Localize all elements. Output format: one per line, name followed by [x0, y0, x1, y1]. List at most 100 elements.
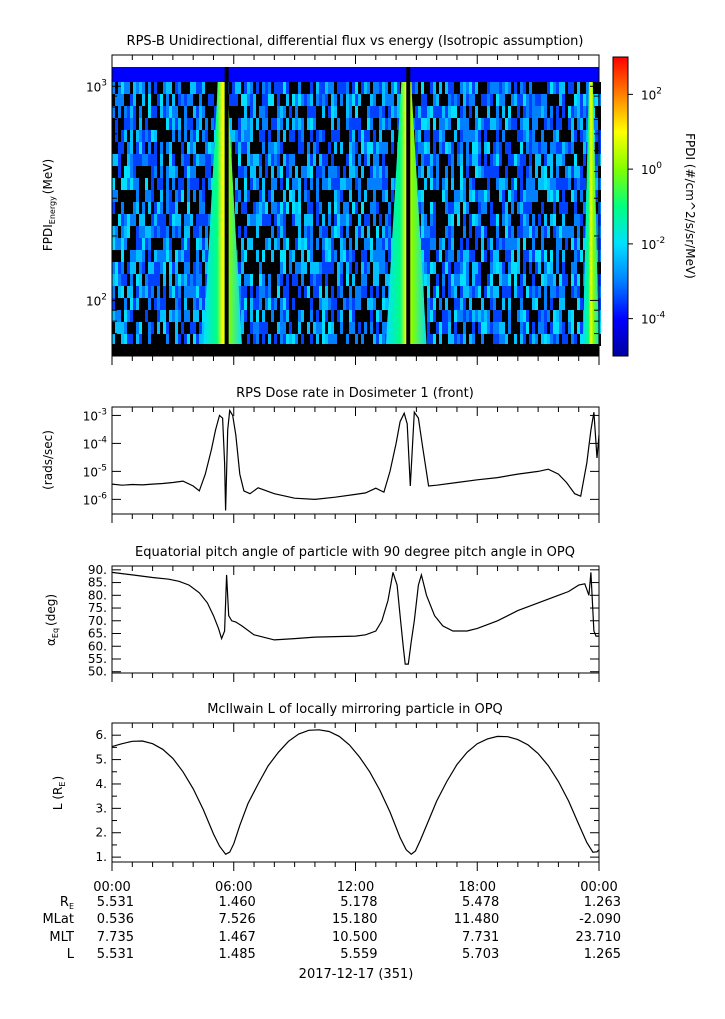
- spectrogram-cell: [274, 286, 277, 298]
- spectrogram-cell: [376, 214, 379, 226]
- spectrogram-cell: [115, 142, 118, 154]
- spectrogram-cell: [310, 286, 313, 298]
- spectrogram-cell: [301, 82, 304, 94]
- spectrogram-cell: [487, 142, 490, 154]
- spectrogram-cell: [526, 142, 529, 154]
- spectrogram-cell: [382, 190, 385, 202]
- spectrogram-cell: [118, 214, 121, 226]
- spectrogram-cell: [565, 286, 568, 298]
- spectrogram-cell: [439, 142, 442, 154]
- spectrogram-cell: [139, 106, 142, 118]
- spectrogram-cell: [361, 82, 364, 94]
- spectrogram-cell: [493, 154, 496, 166]
- spectrogram-cell: [568, 334, 571, 346]
- spectrogram-cell: [541, 142, 544, 154]
- spectrogram-cell: [520, 154, 523, 166]
- spectrogram-cell: [571, 262, 574, 274]
- spectrogram-cell: [505, 322, 508, 334]
- spectrogram-cell: [292, 214, 295, 226]
- spectrogram-cell: [286, 82, 289, 94]
- spectrogram-cell: [481, 310, 484, 322]
- spectrogram-cell: [505, 250, 508, 262]
- spectrogram-cell: [571, 286, 574, 298]
- spectrogram-cell: [538, 178, 541, 190]
- spectrogram-cell: [151, 286, 154, 298]
- spectrogram-cell: [562, 94, 565, 106]
- spectrogram-cell: [160, 214, 163, 226]
- spectrogram-cell: [433, 310, 436, 322]
- spectrogram-cell: [175, 82, 178, 94]
- spectrogram-cell: [463, 334, 466, 346]
- spectrogram-cell: [496, 202, 499, 214]
- spectrogram-cell: [154, 178, 157, 190]
- spectrogram-cell: [235, 106, 238, 118]
- spectrogram-cell: [277, 94, 280, 106]
- spectrogram-cell: [334, 106, 337, 118]
- spectrogram-cell: [472, 238, 475, 250]
- spectrogram-cell: [289, 94, 292, 106]
- spectrogram-cell: [130, 178, 133, 190]
- spectrogram-cell: [172, 142, 175, 154]
- spectrogram-cell: [166, 82, 169, 94]
- spectrogram-cell: [157, 322, 160, 334]
- spectrogram-cell: [334, 334, 337, 346]
- spectrogram-cell: [190, 238, 193, 250]
- spectrogram-cell: [424, 82, 427, 94]
- spectrogram-cell: [394, 106, 397, 118]
- spectrogram-cell: [535, 298, 538, 310]
- spectrogram-cell: [337, 166, 340, 178]
- spectrogram-cell: [373, 202, 376, 214]
- spectrogram-cell: [436, 238, 439, 250]
- spectrogram-cell: [442, 82, 445, 94]
- spectrogram-cell: [427, 154, 430, 166]
- spectrogram-cell: [490, 322, 493, 334]
- spectrogram-cell: [241, 106, 244, 118]
- spectrogram-cell: [340, 322, 343, 334]
- spectrogram-cell: [358, 262, 361, 274]
- spectrogram-cell: [478, 178, 481, 190]
- spectrogram-cell: [244, 250, 247, 262]
- spectrogram-cell: [487, 202, 490, 214]
- spectrogram-cell: [361, 226, 364, 238]
- spectrogram-cell: [457, 130, 460, 142]
- spectrogram-cell: [154, 106, 157, 118]
- spectrogram-cell: [142, 250, 145, 262]
- spectrogram-cell: [271, 298, 274, 310]
- spectrogram-cell: [133, 118, 136, 130]
- spectrogram-cell: [205, 94, 208, 106]
- spectrogram-cell: [253, 310, 256, 322]
- spectrogram-cell: [271, 238, 274, 250]
- spectrogram-cell: [298, 322, 301, 334]
- spectrogram-cell: [190, 298, 193, 310]
- spectrogram-cell: [277, 274, 280, 286]
- spectrogram-cell: [535, 118, 538, 130]
- spectrogram-cell: [202, 298, 205, 310]
- spectrogram-cell: [310, 334, 313, 346]
- spectrogram-cell: [247, 166, 250, 178]
- spectrogram-cell: [553, 334, 556, 346]
- spectrogram-cell: [490, 298, 493, 310]
- ephemeris-row-label: L: [67, 947, 75, 962]
- spectrogram-cell: [448, 94, 451, 106]
- spectrogram-cell: [124, 334, 127, 346]
- spectrogram-cell: [580, 322, 583, 334]
- spectrogram-cell: [286, 298, 289, 310]
- spectrogram-cell: [151, 322, 154, 334]
- spectrogram-cell: [493, 274, 496, 286]
- spectrogram-cell: [145, 190, 148, 202]
- spectrogram-cell: [553, 130, 556, 142]
- spectrogram-cell: [148, 118, 151, 130]
- spectrogram-cell: [244, 178, 247, 190]
- spectrogram-cell: [499, 142, 502, 154]
- spectrogram-cell: [208, 202, 211, 214]
- spectrogram-cell: [193, 106, 196, 118]
- spectrogram-cell: [202, 250, 205, 262]
- spectrogram-cell: [517, 202, 520, 214]
- spectrogram-cell: [259, 298, 262, 310]
- spectrogram-cell: [325, 334, 328, 346]
- ephemeris-row-label: MLT: [49, 930, 74, 945]
- spectrogram-cell: [175, 286, 178, 298]
- spectrogram-cell: [364, 238, 367, 250]
- spectrogram-cell: [511, 190, 514, 202]
- spectrogram-cell: [130, 274, 133, 286]
